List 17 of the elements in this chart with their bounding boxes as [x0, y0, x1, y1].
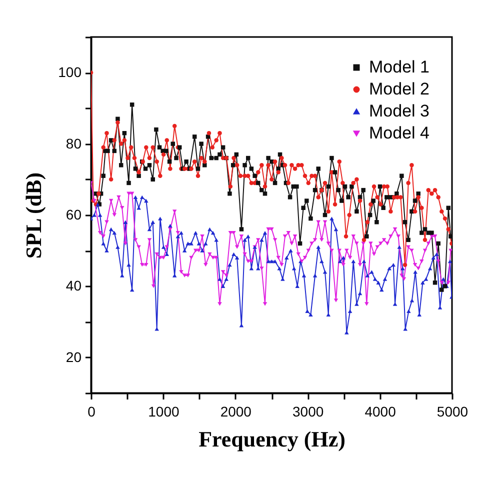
x-tick-label: 3000 — [292, 404, 324, 420]
legend-label: Model 2 — [369, 80, 430, 98]
y-tick-label: 20 — [66, 348, 82, 365]
x-tick-label: 2000 — [220, 404, 252, 420]
y-axis-title: SPL (dB) — [21, 172, 46, 259]
y-tick-label: 100 — [58, 64, 82, 80]
x-tick-label: 5000 — [436, 404, 468, 420]
y-tick-label: 80 — [66, 135, 82, 152]
y-tick-label: 40 — [66, 278, 82, 294]
x-axis-title: Frequency (Hz) — [198, 426, 346, 452]
legend-label: Model 3 — [369, 102, 430, 120]
legend-label: Model 1 — [369, 58, 430, 76]
legend-label: Model 4 — [369, 124, 430, 142]
y-tick-label: 60 — [66, 206, 82, 222]
x-tick-label: 0 — [88, 404, 96, 420]
x-tick-label: 4000 — [364, 404, 396, 420]
x-tick-label: 1000 — [148, 404, 180, 420]
